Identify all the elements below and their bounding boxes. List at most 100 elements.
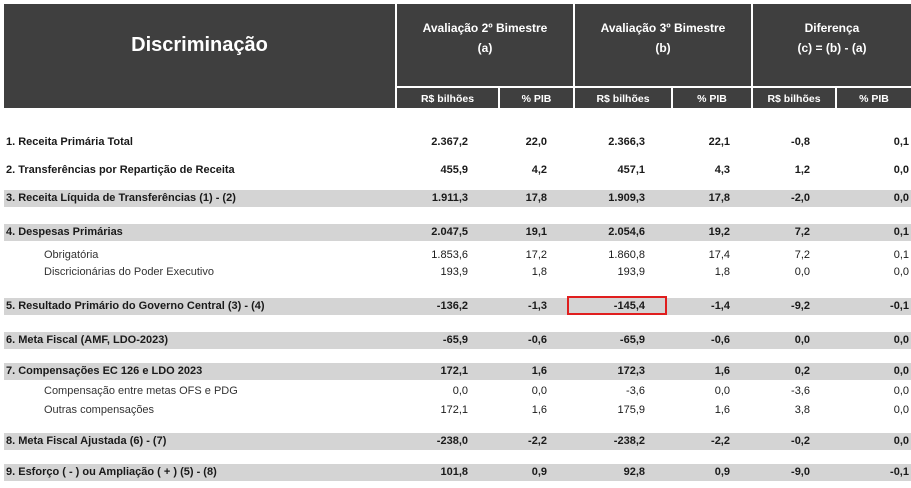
table-row: 6. Meta Fiscal (AMF, LDO-2023) -65,9 -0,… [4, 332, 911, 349]
group-header-diferenca-line2: (c) = (b) - (a) [797, 41, 867, 55]
cell-b-rs-bilhoes: 172,3 [617, 365, 645, 377]
cell-b-pct-pib: 17,8 [708, 192, 730, 204]
group-header-2-bimestre: Avaliação 2º Bimestre (a) [397, 18, 573, 68]
cell-b-rs-bilhoes: 175,9 [617, 404, 645, 416]
header-divider [751, 4, 753, 108]
cell-a-pct-pib: 0,9 [531, 466, 547, 478]
cell-c-rs-bilhoes: 0,2 [794, 365, 810, 377]
cell-b-pct-pib: 1,6 [714, 404, 730, 416]
cell-c-rs-bilhoes: 3,8 [794, 404, 810, 416]
cell-a-rs-bilhoes: 193,9 [440, 266, 468, 278]
header-divider [395, 86, 911, 88]
cell-c-rs-bilhoes: 7,2 [794, 249, 810, 261]
header-divider [498, 86, 500, 108]
row-label: 5. Resultado Primário do Governo Central… [6, 300, 265, 312]
cell-b-rs-bilhoes: -65,9 [619, 334, 645, 346]
table-row: 3. Receita Líquida de Transferências (1)… [4, 190, 911, 207]
cell-c-pct-pib: 0,0 [893, 266, 909, 278]
cell-a-rs-bilhoes: 1.853,6 [431, 249, 468, 261]
header-divider [671, 86, 673, 108]
cell-c-pct-pib: 0,0 [893, 385, 909, 397]
cell-c-pct-pib: 0,0 [893, 404, 909, 416]
cell-b-rs-bilhoes: 457,1 [617, 164, 645, 176]
cell-c-pct-pib: 0,0 [893, 164, 909, 176]
cell-c-rs-bilhoes: 1,2 [794, 164, 810, 176]
cell-a-pct-pib: 17,8 [525, 192, 547, 204]
cell-c-rs-bilhoes: -3,6 [791, 385, 810, 397]
cell-c-rs-bilhoes: -9,2 [791, 300, 810, 312]
table-row: 4. Despesas Primárias 2.047,5 19,1 2.054… [4, 224, 911, 241]
cell-c-pct-pib: 0,1 [893, 136, 909, 148]
cell-a-rs-bilhoes: 101,8 [440, 466, 468, 478]
cell-c-pct-pib: -0,1 [890, 300, 909, 312]
cell-b-rs-bilhoes: 1.909,3 [608, 192, 645, 204]
cell-c-pct-pib: 0,0 [893, 334, 909, 346]
group-header-3-bimestre-line2: (b) [655, 41, 671, 55]
row-label: Obrigatória [44, 249, 99, 261]
cell-b-rs-bilhoes: -145,4 [613, 300, 645, 312]
table-row: 1. Receita Primária Total 2.367,2 22,0 2… [4, 134, 911, 151]
cell-a-rs-bilhoes: -136,2 [436, 300, 468, 312]
subheader-b-rs-bilhoes: R$ bilhões [596, 93, 650, 105]
cell-b-pct-pib: -2,2 [711, 435, 730, 447]
cell-b-pct-pib: 17,4 [708, 249, 730, 261]
header-divider [835, 86, 837, 108]
table-row: Discricionárias do Poder Executivo 193,9… [4, 264, 911, 281]
cell-a-rs-bilhoes: -238,0 [436, 435, 468, 447]
table-row: 8. Meta Fiscal Ajustada (6) - (7) -238,0… [4, 433, 911, 450]
row-label: 2. Transferências por Repartição de Rece… [6, 164, 235, 176]
cell-c-rs-bilhoes: -9,0 [791, 466, 810, 478]
cell-a-rs-bilhoes: 2.047,5 [431, 226, 468, 238]
cell-a-pct-pib: -1,3 [528, 300, 547, 312]
header-divider [573, 4, 575, 108]
cell-a-rs-bilhoes: 172,1 [440, 404, 468, 416]
cell-b-rs-bilhoes: -238,2 [613, 435, 645, 447]
cell-a-pct-pib: 1,6 [531, 365, 547, 377]
group-header-2-bimestre-line1: Avaliação 2º Bimestre [422, 21, 548, 35]
row-label: Compensação entre metas OFS e PDG [44, 385, 238, 397]
cell-c-pct-pib: 0,1 [893, 226, 909, 238]
table-header: Discriminação Avaliação 2º Bimestre (a) … [4, 4, 911, 108]
cell-a-pct-pib: 1,6 [531, 404, 547, 416]
group-header-diferenca-line1: Diferença [804, 21, 860, 35]
cell-b-rs-bilhoes: 92,8 [623, 466, 645, 478]
cell-c-rs-bilhoes: -0,2 [791, 435, 810, 447]
cell-b-pct-pib: 1,8 [714, 266, 730, 278]
table-row: 5. Resultado Primário do Governo Central… [4, 298, 911, 315]
cell-a-pct-pib: 4,2 [531, 164, 547, 176]
cell-c-pct-pib: 0,0 [893, 192, 909, 204]
cell-b-pct-pib: 1,6 [714, 365, 730, 377]
cell-b-pct-pib: 0,9 [714, 466, 730, 478]
header-divider [395, 4, 397, 108]
table-row: Obrigatória 1.853,6 17,2 1.860,8 17,4 7,… [4, 247, 911, 264]
group-header-3-bimestre: Avaliação 3º Bimestre (b) [575, 18, 751, 68]
row-label: 1. Receita Primária Total [6, 136, 133, 148]
row-label: 4. Despesas Primárias [6, 226, 123, 238]
cell-a-rs-bilhoes: 2.367,2 [431, 136, 468, 148]
row-label: 8. Meta Fiscal Ajustada (6) - (7) [6, 435, 167, 447]
cell-c-pct-pib: 0,0 [893, 365, 909, 377]
row-label: Outras compensações [44, 404, 155, 416]
subheader-c-pct-pib: % PIB [859, 93, 889, 105]
cell-c-pct-pib: 0,1 [893, 249, 909, 261]
cell-b-rs-bilhoes: 2.366,3 [608, 136, 645, 148]
cell-b-rs-bilhoes: -3,6 [626, 385, 645, 397]
cell-a-rs-bilhoes: -65,9 [442, 334, 468, 346]
cell-b-rs-bilhoes: 193,9 [617, 266, 645, 278]
cell-a-rs-bilhoes: 172,1 [440, 365, 468, 377]
cell-a-pct-pib: -2,2 [528, 435, 547, 447]
group-header-2-bimestre-line2: (a) [477, 41, 493, 55]
cell-c-pct-pib: -0,1 [890, 466, 909, 478]
table-row: Outras compensações 172,1 1,6 175,9 1,6 … [4, 402, 911, 419]
row-label: Discricionárias do Poder Executivo [44, 266, 214, 278]
group-header-diferenca: Diferença (c) = (b) - (a) [753, 18, 911, 68]
table-row: 7. Compensações EC 126 e LDO 2023 172,1 … [4, 363, 911, 380]
table-row: 9. Esforço ( - ) ou Ampliação ( + ) (5) … [4, 464, 911, 481]
cell-c-rs-bilhoes: 0,0 [794, 334, 810, 346]
table-row: Compensação entre metas OFS e PDG 0,0 0,… [4, 383, 911, 400]
row-label: 3. Receita Líquida de Transferências (1)… [6, 192, 236, 204]
cell-a-pct-pib: 19,1 [525, 226, 547, 238]
row-label: 7. Compensações EC 126 e LDO 2023 [6, 365, 203, 377]
cell-b-rs-bilhoes: 1.860,8 [608, 249, 645, 261]
table-row: 2. Transferências por Repartição de Rece… [4, 162, 911, 179]
